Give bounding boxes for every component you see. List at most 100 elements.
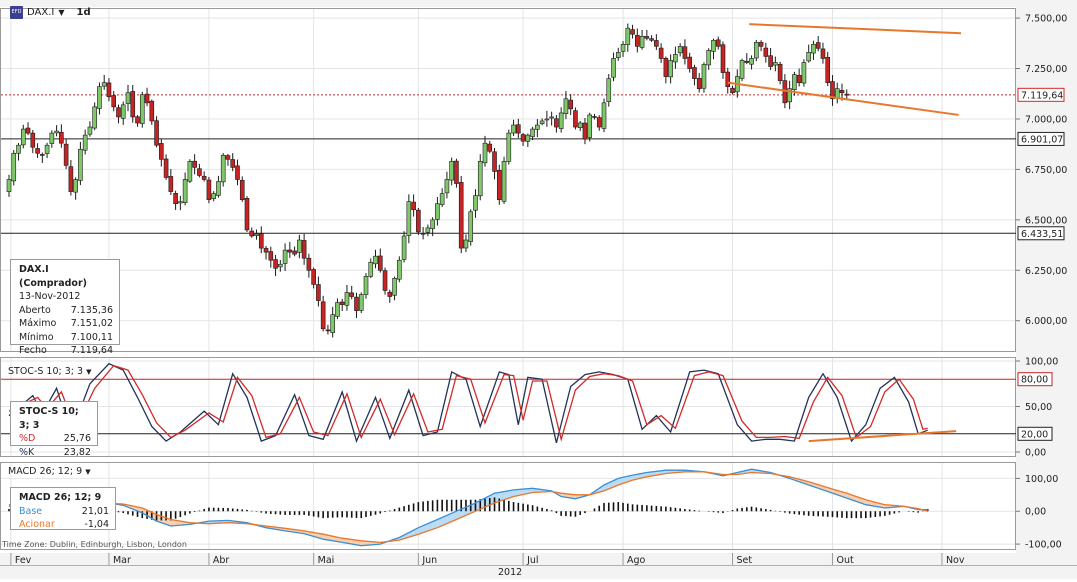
macd-tick-label: 0,00	[1025, 507, 1046, 518]
candle-down	[654, 40, 658, 46]
stoch-indicator-label[interactable]: STOC-S 10; 3; 3 ▼	[8, 366, 91, 377]
candle-down	[721, 45, 725, 73]
candle-down	[454, 161, 458, 183]
candle-up	[435, 204, 439, 220]
candle-up	[183, 180, 187, 203]
candle-up	[393, 278, 397, 295]
candle-up	[335, 303, 339, 317]
info-box-title: DAX.I (Comprador)	[19, 263, 113, 290]
month-label: Set	[737, 555, 753, 566]
level-value-label: 6.901,07	[1021, 134, 1063, 145]
candle-up	[550, 117, 554, 118]
candle-down	[107, 83, 111, 97]
candle-down	[726, 72, 730, 87]
level-value-label: 6.433,51	[1021, 229, 1063, 240]
candle-up	[754, 42, 758, 58]
candle-up	[126, 93, 130, 104]
candle-down	[264, 248, 268, 252]
candle-down	[769, 56, 773, 67]
candle-down	[350, 293, 354, 297]
month-label: Out	[836, 555, 853, 566]
candle-down	[569, 100, 573, 109]
candle-up	[540, 121, 544, 124]
top-strip	[0, 0, 1077, 7]
stoch-tick-label: 50,00	[1025, 402, 1052, 413]
candle-down	[821, 49, 825, 59]
candle-up	[402, 236, 406, 259]
candle-up	[255, 234, 259, 236]
candle-down	[131, 91, 135, 117]
candle-down	[59, 132, 63, 143]
candle-up	[535, 125, 539, 129]
candle-down	[635, 35, 639, 46]
candle-down	[159, 143, 163, 159]
candle-down	[697, 78, 701, 88]
candle-up	[711, 40, 715, 51]
candle-up	[97, 87, 101, 109]
candle-down	[240, 180, 244, 199]
candle-down	[683, 47, 687, 59]
candle-up	[478, 161, 482, 195]
candle-up	[345, 292, 349, 305]
timeframe-label[interactable]: 1d	[77, 7, 91, 18]
chevron-down-icon: ▼	[86, 368, 91, 376]
candle-down	[112, 96, 116, 107]
candle-down	[497, 170, 501, 199]
chevron-down-icon: ▼	[85, 468, 90, 476]
candle-down	[840, 90, 844, 92]
candle-up	[74, 180, 78, 193]
price-tick-label: 6.250,00	[1025, 266, 1067, 277]
candle-up	[602, 103, 606, 129]
candle-up	[12, 153, 16, 181]
candle-down	[340, 302, 344, 305]
candle-up	[807, 52, 811, 61]
candle-down	[759, 42, 763, 46]
broker-logo: EFD	[10, 6, 23, 19]
price-tick-label: 7.250,00	[1025, 64, 1067, 75]
candle-down	[155, 121, 159, 146]
candle-down	[816, 43, 820, 49]
symbol-selector[interactable]: DAX.I	[27, 7, 54, 18]
candle-down	[231, 160, 235, 168]
candle-down	[116, 108, 120, 117]
candle-down	[274, 260, 278, 269]
candle-up	[545, 119, 549, 120]
candle-down	[845, 94, 849, 95]
candle-up	[93, 107, 97, 128]
chevron-down-icon[interactable]: ▼	[58, 8, 64, 17]
candle-down	[293, 251, 297, 254]
candle-up	[440, 194, 444, 205]
macd-indicator-label[interactable]: MACD 26; 12; 9 ▼	[8, 466, 91, 477]
candle-down	[764, 48, 768, 56]
candle-up	[297, 240, 301, 252]
candle-up	[140, 95, 144, 124]
candle-up	[626, 28, 630, 44]
candle-down	[778, 64, 782, 80]
stoch-box-title: STOC-S 10; 3; 3	[19, 405, 91, 432]
candle-down	[521, 135, 525, 142]
candle-down	[826, 57, 830, 82]
candle-down	[573, 111, 577, 127]
candle-down	[226, 156, 230, 160]
candle-up	[612, 58, 616, 77]
panel-frame-1	[1, 9, 1016, 352]
timezone-label: Time Zone: Dublin, Edinburgh, Lisbon, Lo…	[2, 540, 187, 549]
month-label: Ago	[627, 555, 646, 566]
chart-header: EFD DAX.I ▼ 1d	[10, 4, 91, 20]
candle-up	[78, 149, 82, 180]
candle-down	[197, 169, 201, 176]
candle-up	[673, 54, 677, 62]
current-price-label: 7.119,64	[1021, 90, 1063, 101]
candle-up	[707, 50, 711, 65]
candle-up	[283, 250, 287, 263]
candle-down	[31, 133, 35, 147]
candle-up	[102, 83, 106, 87]
candle-down	[302, 240, 306, 258]
year-label: 2012	[498, 567, 522, 578]
candle-down	[797, 75, 801, 82]
